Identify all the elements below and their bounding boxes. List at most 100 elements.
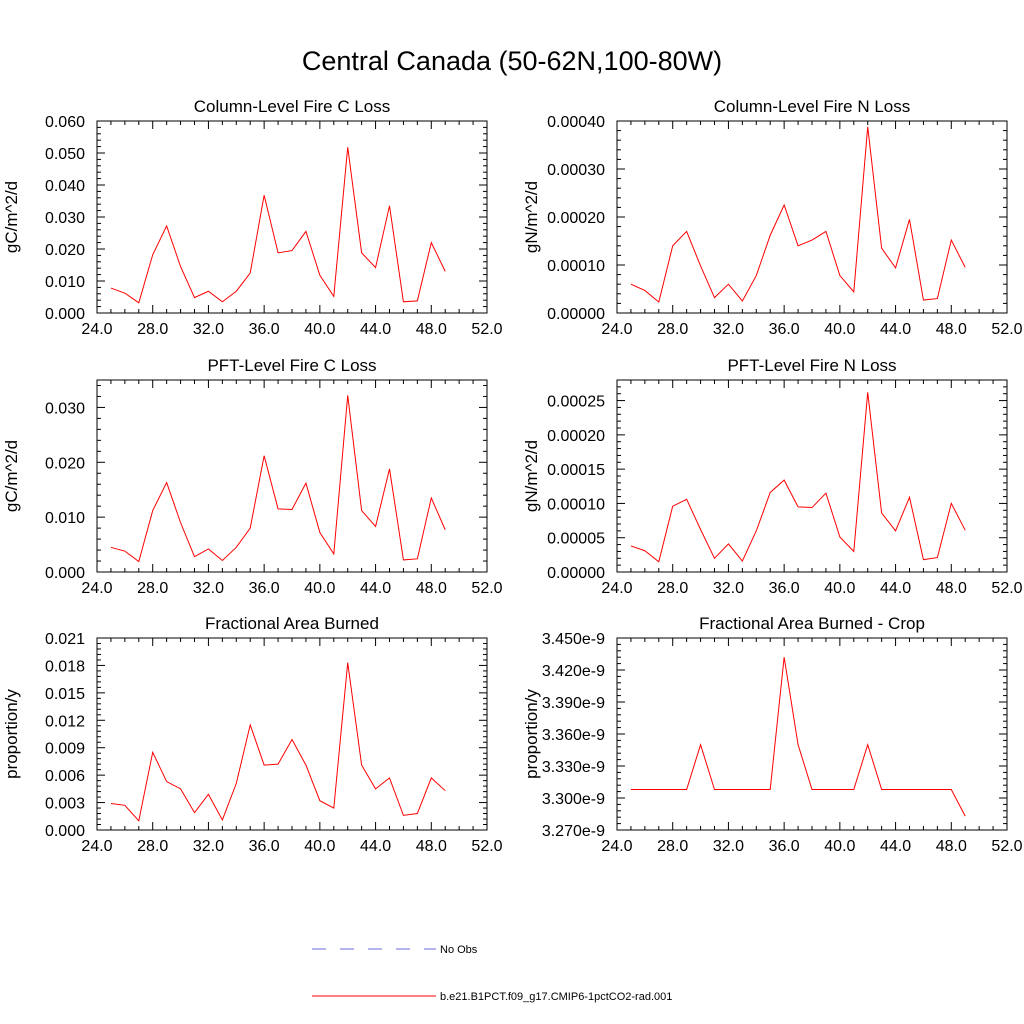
y-tick-label: 0.018 — [45, 658, 85, 675]
y-tick-label: 0.021 — [45, 631, 85, 648]
chart-panel-2: Column-Level Fire N Loss gN/m^2/d 24.0 28.0… — [522, 97, 1023, 338]
chart-title: Column-Level Fire C Loss — [194, 97, 391, 116]
series-line-1 — [110, 395, 446, 563]
x-tick-label: 48.0 — [416, 838, 447, 855]
legend-label-2: b.e21.B1PCT.f09_g17.CMIP6-1pctCO2-rad.00… — [440, 991, 672, 1003]
x-tick-label: 36.0 — [769, 838, 800, 855]
plot-frame — [616, 379, 1008, 573]
chart-panels: Column-Level Fire C Loss gC/m^2/d 24.0 28.0… — [2, 97, 1023, 855]
chart-title: PFT-Level Fire C Loss — [207, 356, 376, 375]
y-tick-label: 0.00020 — [547, 210, 605, 227]
y-tick-label: 3.420e-9 — [542, 663, 605, 680]
x-tick-label: 40.0 — [304, 838, 335, 855]
x-tick-label: 52.0 — [471, 321, 502, 338]
x-tick-label: 48.0 — [936, 321, 967, 338]
x-tick-label: 40.0 — [824, 580, 855, 597]
x-tick-label: 44.0 — [880, 580, 911, 597]
x-tick-label: 32.0 — [713, 580, 744, 597]
x-tick-label: 28.0 — [657, 838, 688, 855]
x-tick-label: 36.0 — [769, 580, 800, 597]
x-tick-label: 32.0 — [193, 580, 224, 597]
y-tick-label: 0.00015 — [547, 462, 605, 479]
y-tick-label: 0.010 — [45, 510, 85, 527]
series-line-1 — [630, 126, 966, 303]
x-tick-label: 24.0 — [601, 838, 632, 855]
chart-title: Fractional Area Burned - Crop — [699, 614, 925, 633]
y-tick-label: 3.270e-9 — [542, 823, 605, 840]
y-tick-label: 0.003 — [45, 796, 85, 813]
x-tick-label: 40.0 — [304, 321, 335, 338]
x-tick-label: 40.0 — [824, 838, 855, 855]
x-tick-label: 52.0 — [471, 838, 502, 855]
x-tick-label: 32.0 — [193, 321, 224, 338]
x-tick-label: 28.0 — [137, 321, 168, 338]
y-axis-label: gN/m^2/d — [522, 440, 541, 512]
plot-frame — [96, 637, 488, 831]
x-tick-label: 24.0 — [601, 580, 632, 597]
chart-panel-3: PFT-Level Fire C Loss gC/m^2/d 24.0 28.0 32.… — [2, 356, 503, 597]
chart-panel-1: Column-Level Fire C Loss gC/m^2/d 24.0 28.0… — [2, 97, 503, 338]
chart-title: PFT-Level Fire N Loss — [727, 356, 896, 375]
x-tick-label: 40.0 — [304, 580, 335, 597]
y-axis-label: proportion/y — [2, 689, 21, 779]
x-tick-label: 48.0 — [416, 580, 447, 597]
x-tick-label: 48.0 — [936, 838, 967, 855]
x-tick-label: 52.0 — [991, 838, 1022, 855]
plot-frame — [96, 120, 488, 314]
y-tick-label: 0.00025 — [547, 394, 605, 411]
series-line-1 — [110, 147, 446, 304]
x-tick-label: 36.0 — [249, 838, 280, 855]
x-tick-label: 36.0 — [249, 321, 280, 338]
y-tick-label: 0.00000 — [547, 306, 605, 323]
x-tick-label: 48.0 — [416, 321, 447, 338]
y-tick-label: 3.300e-9 — [542, 791, 605, 808]
plot-frame — [96, 379, 488, 573]
y-tick-label: 0.000 — [45, 565, 85, 582]
series-line-1 — [630, 392, 966, 563]
x-tick-label: 40.0 — [824, 321, 855, 338]
x-tick-label: 24.0 — [601, 321, 632, 338]
y-tick-label: 0.009 — [45, 741, 85, 758]
y-tick-label: 3.360e-9 — [542, 727, 605, 744]
y-tick-label: 0.00010 — [547, 258, 605, 275]
y-tick-label: 0.010 — [45, 274, 85, 291]
x-tick-label: 44.0 — [360, 838, 391, 855]
chart-panel-6: Fractional Area Burned - Crop proportion/… — [522, 614, 1023, 855]
y-tick-label: 0.000 — [45, 306, 85, 323]
y-tick-label: 0.060 — [45, 114, 85, 131]
x-tick-label: 24.0 — [81, 321, 112, 338]
x-tick-label: 24.0 — [81, 838, 112, 855]
series-line-1 — [110, 662, 446, 822]
y-tick-label: 0.00040 — [547, 114, 605, 131]
chart-panel-5: Fractional Area Burned proportion/y 24.0 28… — [2, 614, 503, 855]
x-tick-label: 52.0 — [991, 321, 1022, 338]
x-tick-label: 28.0 — [137, 580, 168, 597]
x-tick-label: 36.0 — [769, 321, 800, 338]
y-tick-label: 0.040 — [45, 178, 85, 195]
x-tick-label: 44.0 — [360, 580, 391, 597]
y-tick-label: 0.00005 — [547, 531, 605, 548]
legend-label-1: No Obs — [440, 944, 478, 956]
y-tick-label: 0.00020 — [547, 428, 605, 445]
plot-frame — [616, 637, 1008, 831]
x-tick-label: 32.0 — [193, 838, 224, 855]
chart-panel-4: PFT-Level Fire N Loss gN/m^2/d 24.0 28.0 32.… — [522, 356, 1023, 597]
y-axis-label: proportion/y — [522, 689, 541, 779]
x-tick-label: 44.0 — [880, 321, 911, 338]
x-tick-label: 52.0 — [471, 580, 502, 597]
series-line-1 — [630, 657, 966, 817]
y-tick-label: 0.030 — [45, 400, 85, 417]
figure-title: Central Canada (50-62N,100-80W) — [301, 46, 723, 76]
x-tick-label: 48.0 — [936, 580, 967, 597]
y-tick-label: 0.020 — [45, 242, 85, 259]
y-tick-label: 0.012 — [45, 713, 85, 730]
x-tick-label: 28.0 — [137, 838, 168, 855]
y-tick-label: 0.006 — [45, 768, 85, 785]
y-tick-label: 0.050 — [45, 146, 85, 163]
x-tick-label: 36.0 — [249, 580, 280, 597]
legend: No Obs b.e21.B1PCT.f09_g17.CMIP6-1pctCO2-… — [312, 944, 672, 1003]
y-tick-label: 3.450e-9 — [542, 631, 605, 648]
y-axis-label: gC/m^2/d — [2, 181, 21, 253]
y-tick-label: 0.030 — [45, 210, 85, 227]
